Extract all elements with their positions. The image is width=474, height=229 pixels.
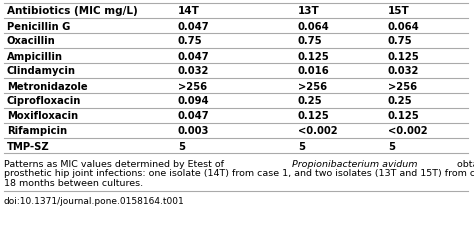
- Text: 0.25: 0.25: [388, 96, 413, 106]
- Text: 0.75: 0.75: [298, 36, 323, 46]
- Text: Metronidazole: Metronidazole: [7, 81, 88, 91]
- Text: 5: 5: [388, 141, 395, 151]
- Text: 5: 5: [298, 141, 305, 151]
- Text: obtained from two patients with: obtained from two patients with: [454, 159, 474, 168]
- Text: 0.032: 0.032: [388, 66, 419, 76]
- Text: Penicillin G: Penicillin G: [7, 21, 70, 31]
- Text: 0.25: 0.25: [298, 96, 323, 106]
- Text: Oxacillin: Oxacillin: [7, 36, 56, 46]
- Text: >256: >256: [298, 81, 327, 91]
- Text: 0.064: 0.064: [388, 21, 420, 31]
- Text: 15T: 15T: [388, 6, 410, 16]
- Text: 0.003: 0.003: [178, 126, 210, 136]
- Text: 0.125: 0.125: [298, 111, 330, 121]
- Text: 0.032: 0.032: [178, 66, 210, 76]
- Text: 0.047: 0.047: [178, 111, 210, 121]
- Text: prosthetic hip joint infections: one isolate (14T) from case 1, and two isolates: prosthetic hip joint infections: one iso…: [4, 169, 474, 178]
- Text: Ampicillin: Ampicillin: [7, 51, 63, 61]
- Text: >256: >256: [388, 81, 417, 91]
- Text: TMP-SZ: TMP-SZ: [7, 141, 50, 151]
- Text: 0.047: 0.047: [178, 51, 210, 61]
- Text: doi:10.1371/journal.pone.0158164.t001: doi:10.1371/journal.pone.0158164.t001: [4, 196, 185, 205]
- Text: 0.125: 0.125: [388, 51, 420, 61]
- Text: 0.047: 0.047: [178, 21, 210, 31]
- Text: 0.094: 0.094: [178, 96, 210, 106]
- Text: Ciprofloxacin: Ciprofloxacin: [7, 96, 82, 106]
- Text: 0.75: 0.75: [388, 36, 413, 46]
- Text: 14T: 14T: [178, 6, 200, 16]
- Text: 0.125: 0.125: [298, 51, 330, 61]
- Text: Rifampicin: Rifampicin: [7, 126, 67, 136]
- Text: Antibiotics (MIC mg/L): Antibiotics (MIC mg/L): [7, 6, 138, 16]
- Text: 0.016: 0.016: [298, 66, 330, 76]
- Text: 13T: 13T: [298, 6, 320, 16]
- Text: 0.125: 0.125: [388, 111, 420, 121]
- Text: 5: 5: [178, 141, 185, 151]
- Text: Propionibacterium avidum: Propionibacterium avidum: [292, 159, 417, 168]
- Text: 0.064: 0.064: [298, 21, 330, 31]
- Text: <0.002: <0.002: [388, 126, 428, 136]
- Text: Moxifloxacin: Moxifloxacin: [7, 111, 78, 121]
- Text: 0.75: 0.75: [178, 36, 202, 46]
- Text: <0.002: <0.002: [298, 126, 337, 136]
- Text: Patterns as MIC values determined by Etest of: Patterns as MIC values determined by Ete…: [4, 159, 227, 168]
- Text: 18 months between cultures.: 18 months between cultures.: [4, 178, 143, 187]
- Text: >256: >256: [178, 81, 207, 91]
- Text: Clindamycin: Clindamycin: [7, 66, 76, 76]
